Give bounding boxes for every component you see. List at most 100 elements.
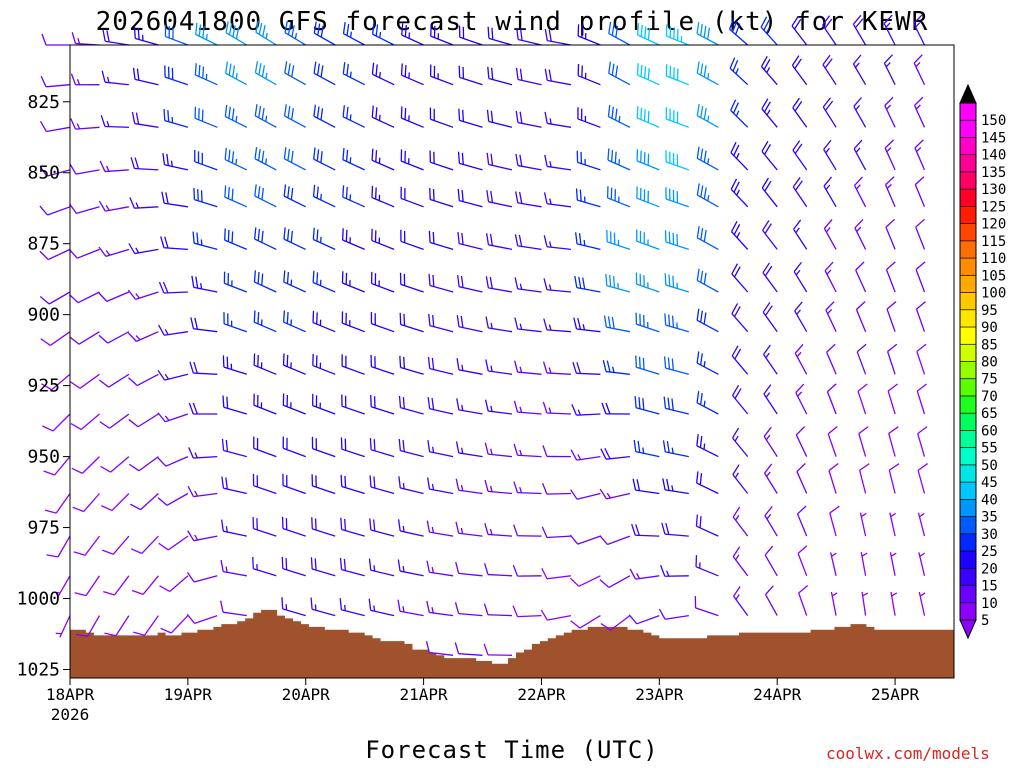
wind-barb bbox=[826, 383, 837, 415]
colorbar-segment bbox=[960, 464, 976, 483]
wind-barb bbox=[484, 442, 513, 458]
wind-barb bbox=[608, 61, 631, 86]
wind-barb bbox=[426, 520, 454, 537]
colorbar-label: 55 bbox=[981, 441, 998, 457]
wind-barb bbox=[253, 310, 277, 333]
wind-barb bbox=[516, 27, 542, 46]
wind-barb bbox=[281, 556, 306, 577]
wind-barb bbox=[918, 552, 926, 576]
wind-barb bbox=[73, 535, 101, 556]
wind-barb bbox=[661, 522, 689, 537]
wind-barb bbox=[860, 552, 868, 576]
colorbar-label: 105 bbox=[981, 268, 1006, 284]
wind-barb bbox=[605, 273, 631, 293]
wind-barb bbox=[253, 393, 277, 415]
wind-barb bbox=[160, 615, 189, 634]
wind-barb bbox=[252, 516, 277, 537]
wind-barb bbox=[577, 107, 601, 128]
wind-barb bbox=[571, 404, 601, 416]
colorbar-segment bbox=[960, 154, 976, 173]
wind-barb bbox=[186, 613, 218, 625]
wind-barb bbox=[635, 272, 660, 293]
wind-barb bbox=[483, 643, 513, 656]
wind-barb bbox=[543, 278, 571, 293]
wind-barb bbox=[887, 383, 898, 415]
colorbar-segment bbox=[960, 430, 976, 448]
wind-barb bbox=[731, 263, 749, 293]
wind-barb bbox=[515, 191, 542, 208]
wind-barb bbox=[164, 24, 189, 46]
wind-barb bbox=[885, 261, 896, 293]
colorbar-segment bbox=[960, 361, 976, 380]
wind-barb bbox=[283, 227, 306, 250]
credit-link[interactable]: coolwx.com/models bbox=[826, 744, 990, 763]
wind-barb bbox=[456, 398, 483, 415]
colorbar-bottom-arrow bbox=[959, 619, 977, 640]
wind-barb bbox=[133, 26, 159, 46]
wind-barb bbox=[55, 615, 71, 638]
wind-barb bbox=[158, 324, 188, 336]
wind-barb bbox=[130, 157, 159, 171]
colorbar-label: 10 bbox=[981, 596, 998, 612]
wind-barb bbox=[101, 493, 130, 512]
wind-barb bbox=[541, 526, 571, 539]
wind-barb bbox=[313, 104, 336, 128]
wind-barb bbox=[513, 524, 542, 537]
wind-barb bbox=[570, 449, 601, 461]
wind-barb bbox=[665, 24, 690, 46]
colorbar-segment bbox=[960, 327, 976, 345]
wind-barb bbox=[253, 436, 277, 458]
wind-barb bbox=[339, 598, 365, 617]
wind-barb bbox=[312, 227, 336, 250]
colorbar-label: 5 bbox=[981, 613, 989, 629]
wind-barb bbox=[371, 228, 395, 251]
wind-barb bbox=[284, 61, 307, 86]
colorbar-label: 65 bbox=[981, 406, 998, 422]
wind-barb bbox=[342, 105, 365, 128]
x-tick-label: 18APR bbox=[46, 685, 95, 704]
wind-barb bbox=[193, 187, 218, 208]
wind-barb bbox=[664, 313, 689, 333]
wind-barb bbox=[131, 111, 159, 128]
wind-barb bbox=[310, 557, 336, 577]
wind-barb bbox=[696, 22, 719, 46]
wind-barb bbox=[763, 426, 778, 457]
wind-barb bbox=[731, 303, 749, 333]
x-tick-label: 24APR bbox=[753, 685, 802, 704]
wind-barb bbox=[822, 15, 837, 46]
wind-barb bbox=[188, 447, 218, 459]
wind-barb bbox=[54, 575, 71, 597]
wind-barb bbox=[853, 139, 867, 171]
wind-barb bbox=[885, 218, 896, 250]
colorbar-segment bbox=[960, 171, 976, 190]
wind-barb bbox=[730, 99, 749, 128]
wind-barb bbox=[253, 353, 277, 375]
wind-barb bbox=[795, 383, 808, 415]
wind-barb bbox=[599, 575, 631, 589]
wind-barb bbox=[760, 16, 778, 46]
wind-barb bbox=[730, 178, 749, 208]
wind-barb bbox=[730, 220, 749, 250]
colorbar-label: 95 bbox=[981, 303, 998, 319]
wind-barb bbox=[312, 310, 336, 333]
wind-barb bbox=[543, 318, 571, 333]
wind-barb bbox=[600, 615, 631, 631]
wind-barb bbox=[252, 557, 277, 577]
wind-barb bbox=[792, 140, 808, 171]
x-tick-label: 20APR bbox=[282, 685, 331, 704]
wind-barb bbox=[853, 97, 867, 128]
wind-barbs bbox=[39, 14, 928, 656]
wind-barb bbox=[575, 188, 601, 208]
wind-barb bbox=[764, 545, 778, 577]
wind-barb bbox=[544, 111, 572, 128]
wind-barb bbox=[454, 602, 483, 617]
wind-barb bbox=[370, 311, 395, 333]
wind-barb bbox=[341, 354, 365, 375]
wind-barb bbox=[311, 436, 336, 458]
wind-barb bbox=[696, 183, 719, 208]
wind-barb bbox=[662, 440, 689, 458]
wind-barb bbox=[913, 54, 926, 85]
wind-barb bbox=[512, 605, 542, 618]
wind-barb bbox=[794, 301, 808, 333]
wind-barb bbox=[224, 104, 248, 128]
